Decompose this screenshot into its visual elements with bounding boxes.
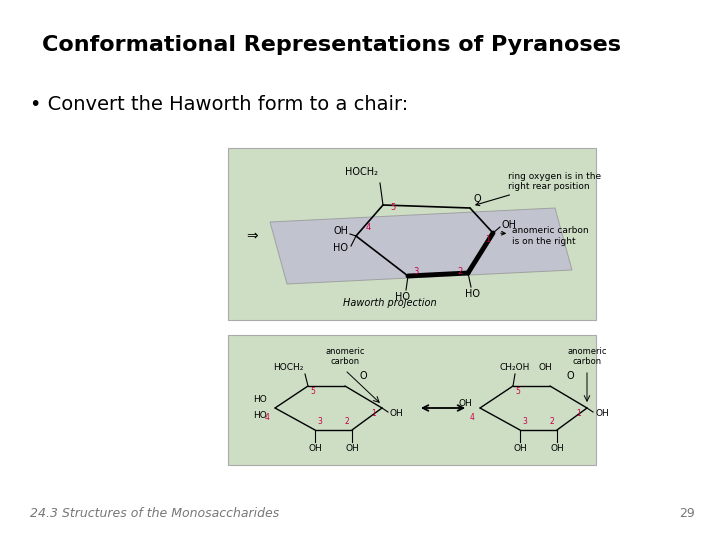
Text: 1: 1: [372, 408, 377, 417]
Text: 24.3 Structures of the Monosaccharides: 24.3 Structures of the Monosaccharides: [30, 507, 279, 520]
Text: OH: OH: [390, 408, 404, 417]
Text: 5: 5: [390, 202, 395, 212]
Text: HO: HO: [395, 292, 410, 302]
Text: 3: 3: [318, 417, 323, 427]
Text: HO: HO: [333, 243, 348, 253]
Text: 3: 3: [413, 267, 419, 276]
Text: HO: HO: [466, 289, 480, 299]
Text: O: O: [359, 371, 366, 381]
Text: anomeric carbon
is on the right: anomeric carbon is on the right: [501, 226, 589, 246]
Text: HOCH₂: HOCH₂: [345, 167, 378, 177]
Text: • Convert the Haworth form to a chair:: • Convert the Haworth form to a chair:: [30, 95, 408, 114]
Text: 1: 1: [485, 234, 490, 244]
Text: 5: 5: [516, 387, 521, 395]
Bar: [228, 335, 596, 465]
Text: 2: 2: [345, 417, 349, 427]
Bar: [228, 148, 596, 320]
Text: OH: OH: [538, 363, 552, 372]
Text: 3: 3: [523, 417, 528, 427]
Text: 4: 4: [469, 414, 474, 422]
Text: anomeric
carbon: anomeric carbon: [567, 347, 607, 367]
Text: O: O: [566, 371, 574, 381]
Text: OH: OH: [595, 408, 608, 417]
Text: OH: OH: [501, 220, 516, 230]
Polygon shape: [270, 208, 572, 284]
Text: OH: OH: [308, 444, 322, 453]
Text: OH: OH: [345, 444, 359, 453]
Text: 5: 5: [310, 387, 315, 395]
Text: 2: 2: [457, 267, 463, 275]
Text: CH₂OH: CH₂OH: [500, 363, 530, 372]
Text: 4: 4: [264, 414, 269, 422]
Text: O: O: [473, 194, 481, 204]
Text: ring oxygen is in the
right rear position: ring oxygen is in the right rear positio…: [476, 172, 601, 206]
Text: HOCH₂: HOCH₂: [273, 363, 303, 372]
Text: ⇒: ⇒: [246, 229, 258, 243]
Text: 4: 4: [365, 224, 371, 233]
Text: 1: 1: [577, 408, 581, 417]
Text: OH: OH: [458, 399, 472, 408]
Text: 2: 2: [549, 417, 554, 427]
Text: HO: HO: [253, 395, 267, 404]
Text: Conformational Representations of Pyranoses: Conformational Representations of Pyrano…: [42, 35, 621, 55]
Text: OH: OH: [550, 444, 564, 453]
Text: OH: OH: [513, 444, 527, 453]
Text: anomeric
carbon: anomeric carbon: [325, 347, 365, 367]
Text: 29: 29: [679, 507, 695, 520]
Text: HO: HO: [253, 411, 267, 421]
Text: OH: OH: [333, 226, 348, 236]
Text: Haworth projection: Haworth projection: [343, 298, 437, 308]
